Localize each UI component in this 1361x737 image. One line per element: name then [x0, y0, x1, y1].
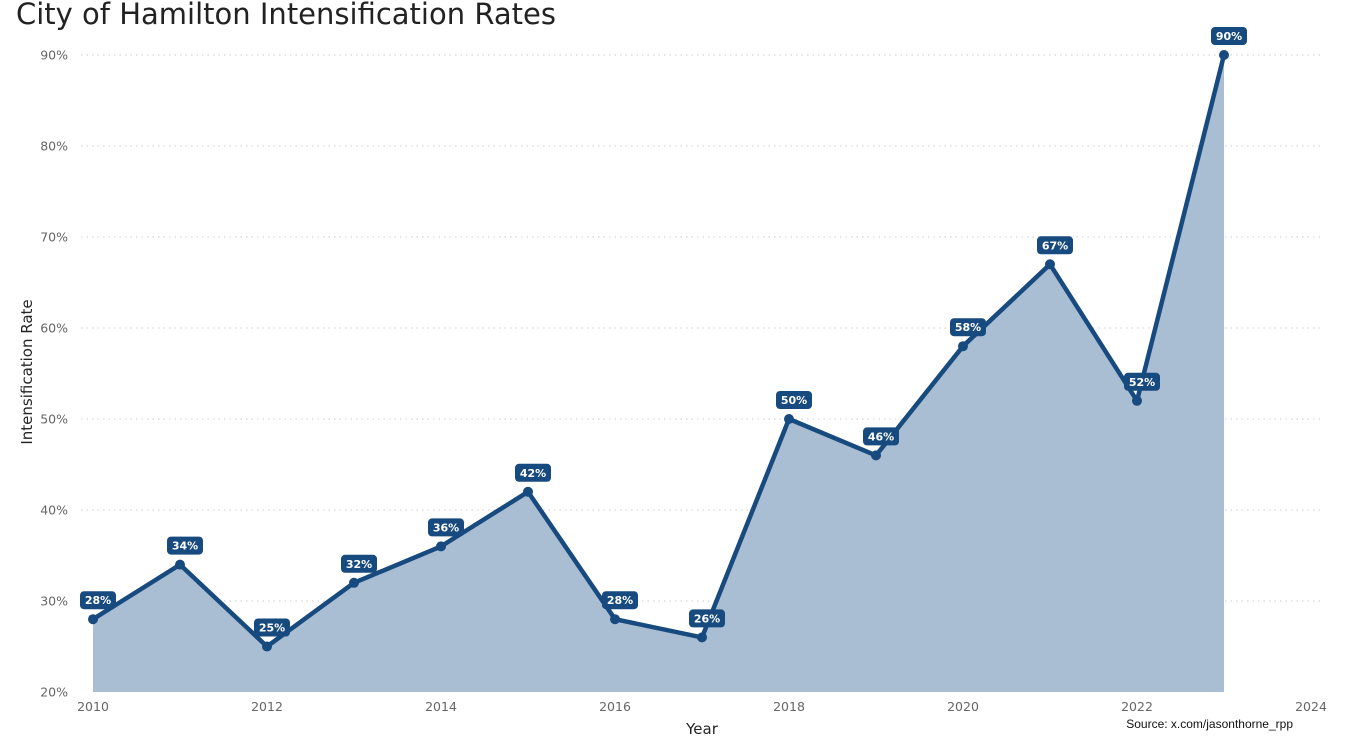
data-label: 58% — [950, 318, 986, 337]
data-point — [436, 541, 446, 552]
data-label-text: 50% — [781, 394, 807, 407]
data-label-badge — [1211, 27, 1247, 45]
data-point — [175, 559, 185, 570]
y-tick-label: 70% — [40, 230, 68, 245]
data-label-badge — [428, 518, 464, 537]
data-point — [697, 632, 707, 643]
series-area — [93, 55, 1224, 692]
data-label-text: 25% — [259, 622, 285, 635]
data-label: 52% — [1124, 372, 1160, 391]
data-point — [88, 614, 98, 625]
data-label: 26% — [689, 609, 725, 628]
data-label: 42% — [515, 463, 551, 482]
x-tick-label: 2016 — [599, 699, 631, 714]
y-tick-label: 20% — [40, 685, 68, 700]
data-label-badge — [515, 463, 551, 482]
x-axis-label: Year — [685, 720, 719, 737]
data-label-text: 58% — [955, 321, 981, 334]
data-label-badge — [602, 591, 638, 610]
x-tick-label: 2014 — [425, 699, 457, 714]
data-label-badge — [689, 609, 725, 628]
data-label-badge — [1037, 236, 1073, 255]
data-label: 32% — [341, 554, 377, 573]
x-axis-ticks: 2010 2012 2014 2016 2018 2020 2022 2024 — [77, 699, 1327, 714]
data-label: 50% — [776, 391, 812, 409]
x-tick-label: 2020 — [947, 699, 979, 714]
data-label: 90% — [1211, 27, 1247, 45]
data-label-text: 90% — [1216, 30, 1242, 43]
data-label-badge — [1124, 372, 1160, 391]
data-label-badge — [950, 318, 986, 337]
data-label-text: 28% — [85, 594, 111, 607]
x-tick-label: 2010 — [77, 699, 109, 714]
data-point — [349, 577, 359, 588]
y-tick-label: 50% — [40, 412, 68, 427]
chart-title: City of Hamilton Intensification Rates — [16, 0, 556, 31]
data-point — [871, 450, 881, 461]
data-label-badge — [80, 591, 116, 610]
data-label-badge — [167, 536, 203, 555]
data-point — [1132, 395, 1142, 406]
data-label-badge — [863, 427, 899, 446]
data-label-text: 36% — [433, 521, 459, 534]
data-label-text: 28% — [607, 594, 633, 607]
data-label-text: 52% — [1129, 376, 1155, 389]
data-point — [523, 486, 533, 497]
data-point — [610, 614, 620, 625]
data-label: 25% — [254, 618, 290, 637]
data-label-badge — [254, 618, 290, 637]
data-point — [784, 414, 794, 424]
y-tick-label: 90% — [40, 48, 68, 63]
data-point — [1045, 259, 1055, 270]
data-label-badge — [341, 554, 377, 573]
data-label-text: 67% — [1042, 239, 1068, 252]
x-tick-label: 2012 — [251, 699, 283, 714]
data-label: 36% — [428, 518, 464, 537]
data-label: 67% — [1037, 236, 1073, 255]
data-label-text: 34% — [172, 540, 198, 553]
data-label-badge — [776, 391, 812, 409]
data-label-text: 32% — [346, 558, 372, 571]
data-point — [262, 641, 272, 652]
x-tick-label: 2022 — [1121, 699, 1153, 714]
x-tick-label: 2018 — [773, 699, 805, 714]
data-point — [958, 341, 968, 352]
area-fill — [93, 55, 1224, 692]
y-tick-label: 40% — [40, 503, 68, 518]
y-axis-label: Intensification Rate — [18, 299, 36, 444]
x-tick-label: 2024 — [1295, 699, 1327, 714]
data-label: 34% — [167, 536, 203, 555]
data-label: 46% — [863, 427, 899, 446]
y-tick-label: 80% — [40, 139, 68, 154]
data-label: 28% — [602, 591, 638, 610]
source-note: Source: x.com/jasonthorne_rpp — [1126, 717, 1293, 731]
y-axis-ticks: 20% 30% 40% 50% 60% 70% 80% 90% — [40, 48, 68, 700]
data-labels: 28% 34% 25% 32% 36% 42% 28% 26% 50% 46% 58% 67% 52% 9… — [80, 27, 1247, 637]
data-points — [88, 50, 1229, 652]
y-tick-label: 30% — [40, 594, 68, 609]
data-point — [1219, 50, 1229, 60]
data-label-text: 42% — [520, 467, 546, 480]
data-label-text: 26% — [694, 612, 720, 625]
data-label-text: 46% — [868, 430, 894, 443]
y-tick-label: 60% — [40, 321, 68, 336]
data-label: 28% — [80, 591, 116, 610]
